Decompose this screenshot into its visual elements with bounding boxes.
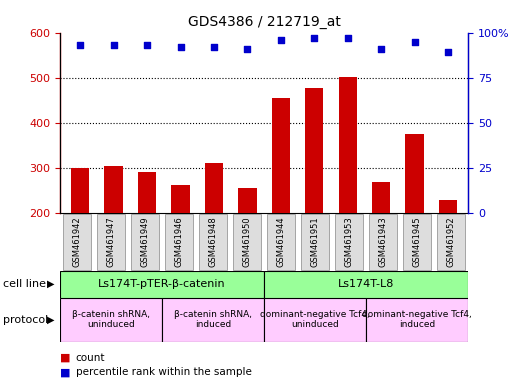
Bar — [71, 168, 89, 303]
Text: cell line: cell line — [3, 279, 46, 289]
Text: ■: ■ — [60, 367, 71, 377]
Point — [377, 46, 385, 52]
Point — [210, 44, 218, 50]
Text: GSM461944: GSM461944 — [277, 217, 286, 267]
Bar — [264, 271, 468, 298]
Bar — [264, 298, 366, 342]
Text: GSM461951: GSM461951 — [311, 217, 320, 267]
Text: GSM461943: GSM461943 — [379, 217, 388, 267]
Text: percentile rank within the sample: percentile rank within the sample — [76, 367, 252, 377]
Bar — [105, 166, 123, 303]
Text: ■: ■ — [60, 353, 71, 363]
Bar — [366, 298, 468, 342]
Bar — [205, 164, 223, 303]
Point — [109, 42, 118, 48]
Text: GSM461953: GSM461953 — [345, 217, 354, 267]
Bar — [301, 214, 329, 270]
Bar — [199, 214, 227, 270]
Bar — [172, 185, 190, 303]
Bar — [138, 172, 156, 303]
Bar — [338, 77, 357, 303]
Text: ▶: ▶ — [48, 314, 55, 325]
Bar — [131, 214, 159, 270]
Bar — [369, 214, 397, 270]
Point — [310, 35, 319, 41]
Bar — [437, 214, 465, 270]
Bar — [271, 98, 290, 303]
Bar — [97, 214, 125, 270]
Bar — [372, 182, 390, 303]
Point — [444, 50, 452, 56]
Text: GSM461948: GSM461948 — [209, 217, 218, 267]
Point — [344, 35, 352, 41]
Text: GSM461950: GSM461950 — [243, 217, 252, 267]
Text: GSM461947: GSM461947 — [107, 217, 116, 267]
Point — [277, 37, 285, 43]
Bar — [305, 88, 323, 303]
Text: β-catenin shRNA,
uninduced: β-catenin shRNA, uninduced — [72, 310, 150, 329]
Text: ▶: ▶ — [48, 279, 55, 289]
Text: Ls174T-pTER-β-catenin: Ls174T-pTER-β-catenin — [98, 279, 226, 289]
Text: Ls174T-L8: Ls174T-L8 — [338, 279, 394, 289]
Text: protocol: protocol — [3, 314, 48, 325]
Bar — [335, 214, 363, 270]
Text: count: count — [76, 353, 105, 363]
Bar — [405, 134, 424, 303]
Bar — [403, 214, 431, 270]
Point — [176, 44, 185, 50]
Text: GSM461952: GSM461952 — [447, 217, 456, 267]
Bar — [238, 188, 257, 303]
Text: dominant-negative Tcf4,
induced: dominant-negative Tcf4, induced — [362, 310, 472, 329]
Text: β-catenin shRNA,
induced: β-catenin shRNA, induced — [174, 310, 252, 329]
Point — [243, 46, 252, 52]
Bar — [60, 271, 264, 298]
Point — [76, 42, 84, 48]
Text: GSM461946: GSM461946 — [175, 217, 184, 267]
Bar — [267, 214, 295, 270]
Point — [143, 42, 151, 48]
Bar — [233, 214, 261, 270]
Text: GSM461945: GSM461945 — [413, 217, 422, 267]
Text: GSM461942: GSM461942 — [73, 217, 82, 267]
Bar — [60, 298, 162, 342]
Bar — [439, 200, 457, 303]
Title: GDS4386 / 212719_at: GDS4386 / 212719_at — [188, 15, 340, 29]
Text: GSM461949: GSM461949 — [141, 217, 150, 267]
Bar — [63, 214, 91, 270]
Text: dominant-negative Tcf4,
uninduced: dominant-negative Tcf4, uninduced — [260, 310, 370, 329]
Bar — [162, 298, 264, 342]
Bar — [165, 214, 193, 270]
Point — [411, 39, 419, 45]
